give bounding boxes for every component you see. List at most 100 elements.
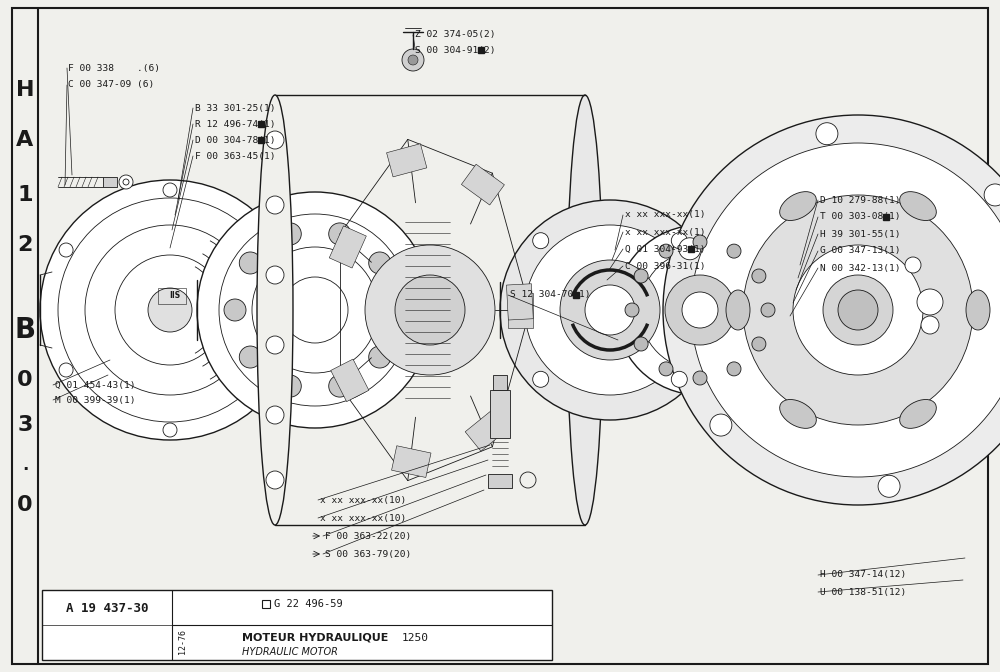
Bar xyxy=(493,375,507,390)
Text: B: B xyxy=(14,316,36,344)
Polygon shape xyxy=(331,359,369,402)
Circle shape xyxy=(329,223,351,245)
Circle shape xyxy=(693,371,707,385)
Circle shape xyxy=(148,288,192,332)
Circle shape xyxy=(395,275,465,345)
Circle shape xyxy=(917,289,943,315)
Text: 0: 0 xyxy=(17,495,33,515)
Text: S 12 304-70(1): S 12 304-70(1) xyxy=(510,290,590,300)
Text: G 22 496-59: G 22 496-59 xyxy=(274,599,343,609)
Circle shape xyxy=(585,285,635,335)
Circle shape xyxy=(838,290,878,330)
Ellipse shape xyxy=(257,95,293,525)
Circle shape xyxy=(282,277,348,343)
Text: 12-76: 12-76 xyxy=(178,630,186,655)
Circle shape xyxy=(743,195,973,425)
Circle shape xyxy=(365,245,495,375)
Ellipse shape xyxy=(780,192,816,220)
Circle shape xyxy=(384,299,406,321)
Circle shape xyxy=(823,275,893,345)
Text: A 19 437-30: A 19 437-30 xyxy=(66,601,148,614)
Circle shape xyxy=(239,252,261,274)
Circle shape xyxy=(752,269,766,283)
Circle shape xyxy=(525,225,695,395)
Circle shape xyxy=(369,346,391,368)
Text: 1: 1 xyxy=(17,185,33,205)
Text: x xx xxx-xx(10): x xx xxx-xx(10) xyxy=(320,495,406,505)
Circle shape xyxy=(793,245,923,375)
Text: S 00 363-79(20): S 00 363-79(20) xyxy=(325,550,411,558)
Text: 3: 3 xyxy=(17,415,33,435)
Circle shape xyxy=(682,292,718,328)
Circle shape xyxy=(727,362,741,376)
Circle shape xyxy=(266,131,284,149)
Polygon shape xyxy=(329,226,366,268)
Bar xyxy=(103,177,117,187)
Text: M 00 399-39(1): M 00 399-39(1) xyxy=(55,396,136,405)
Text: H 00 347-14(12): H 00 347-14(12) xyxy=(820,571,906,579)
Bar xyxy=(490,390,510,438)
Circle shape xyxy=(984,184,1000,206)
Circle shape xyxy=(691,143,1000,477)
Text: 2: 2 xyxy=(17,235,33,255)
Circle shape xyxy=(634,269,648,283)
Circle shape xyxy=(615,225,785,395)
Circle shape xyxy=(252,247,378,373)
Circle shape xyxy=(761,303,775,317)
Polygon shape xyxy=(508,292,532,327)
Circle shape xyxy=(266,406,284,424)
Circle shape xyxy=(659,362,673,376)
Bar xyxy=(262,600,270,608)
Circle shape xyxy=(500,200,720,420)
Circle shape xyxy=(671,372,687,387)
Circle shape xyxy=(659,244,673,258)
Text: G 00 347-13(1): G 00 347-13(1) xyxy=(820,247,900,255)
Circle shape xyxy=(266,471,284,489)
Circle shape xyxy=(752,337,766,351)
Circle shape xyxy=(239,346,261,368)
Circle shape xyxy=(123,179,129,185)
Ellipse shape xyxy=(900,192,936,220)
Circle shape xyxy=(279,375,301,397)
Text: F 00 338    .(6): F 00 338 .(6) xyxy=(68,63,160,73)
Text: 1250: 1250 xyxy=(402,633,429,643)
Circle shape xyxy=(369,252,391,274)
Circle shape xyxy=(560,260,660,360)
Bar xyxy=(488,474,512,488)
Ellipse shape xyxy=(567,95,603,525)
Text: Q 01 454-43(1): Q 01 454-43(1) xyxy=(55,380,136,390)
Circle shape xyxy=(59,243,73,257)
Circle shape xyxy=(679,238,701,260)
Circle shape xyxy=(267,243,281,257)
Polygon shape xyxy=(506,284,533,320)
Polygon shape xyxy=(465,410,508,451)
Circle shape xyxy=(663,115,1000,505)
Text: A: A xyxy=(16,130,34,150)
Circle shape xyxy=(115,255,225,365)
Text: F 00 363-22(20): F 00 363-22(20) xyxy=(325,532,411,540)
Circle shape xyxy=(163,423,177,437)
Circle shape xyxy=(266,336,284,354)
Text: H 39 301-55(1): H 39 301-55(1) xyxy=(820,230,900,239)
Circle shape xyxy=(329,375,351,397)
Text: MOTEUR HYDRAULIQUE: MOTEUR HYDRAULIQUE xyxy=(242,633,388,643)
Text: C 00 396-31(1): C 00 396-31(1) xyxy=(625,261,706,271)
Text: D 00 304-78(1): D 00 304-78(1) xyxy=(195,136,276,144)
Ellipse shape xyxy=(726,290,750,330)
Circle shape xyxy=(266,266,284,284)
Circle shape xyxy=(163,183,177,197)
Circle shape xyxy=(921,316,939,334)
Circle shape xyxy=(533,233,549,249)
Circle shape xyxy=(408,55,418,65)
Circle shape xyxy=(267,363,281,377)
Text: R 12 496-74(1): R 12 496-74(1) xyxy=(195,120,276,128)
Circle shape xyxy=(85,225,255,395)
Circle shape xyxy=(878,475,900,497)
Text: x xx xxx-xx(1): x xx xxx-xx(1) xyxy=(625,210,706,220)
Text: D 10 279-88(1): D 10 279-88(1) xyxy=(820,196,900,204)
Ellipse shape xyxy=(966,290,990,330)
Circle shape xyxy=(266,196,284,214)
Text: N 00 342-13(1): N 00 342-13(1) xyxy=(820,263,900,273)
Circle shape xyxy=(625,303,639,317)
Circle shape xyxy=(40,180,300,440)
